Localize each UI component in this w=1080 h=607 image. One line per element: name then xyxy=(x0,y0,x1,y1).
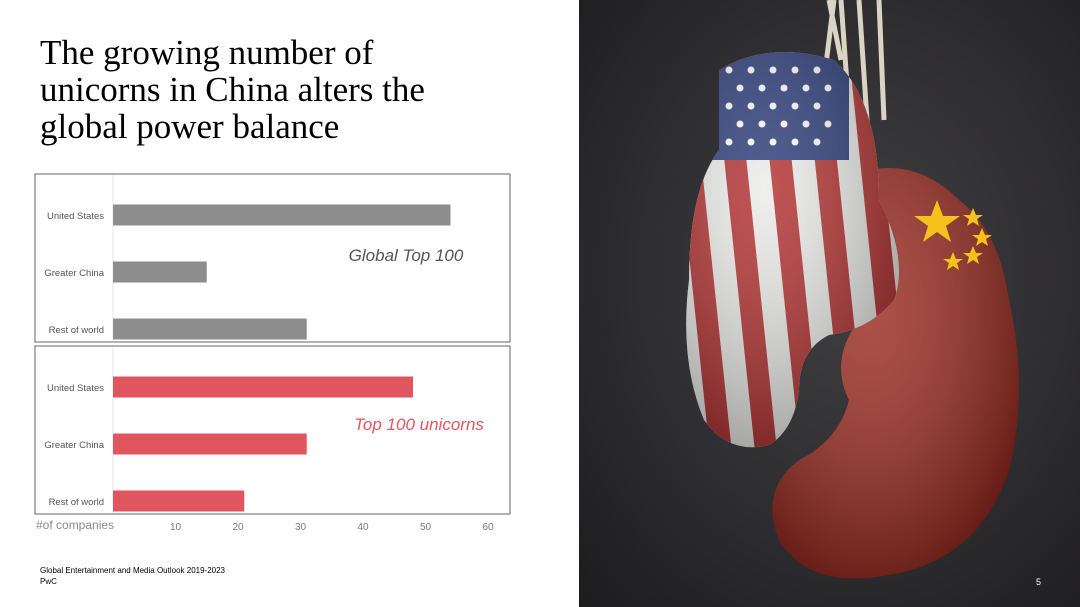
category-tick-label: United States xyxy=(47,211,104,222)
company-name: PwC xyxy=(40,577,57,586)
series-label: Global Top 100 xyxy=(349,246,464,265)
slide-title: The growing number of unicorns in China … xyxy=(40,34,540,145)
x-tick-label: 50 xyxy=(420,522,432,533)
china-small-star-icon xyxy=(963,208,983,226)
footer: Global Entertainment and Media Outlook 2… xyxy=(40,565,225,587)
boxing-gloves-photo: 5 xyxy=(579,0,1080,607)
bar xyxy=(113,376,413,398)
page-number: 5 xyxy=(1035,577,1041,587)
bar xyxy=(113,261,207,283)
chart-panel-frame xyxy=(34,345,511,515)
source-note: Global Entertainment and Media Outlook 2… xyxy=(40,566,226,575)
china-boxing-glove xyxy=(772,168,1019,579)
bar-chart-svg: United States Greater China Rest of world G… xyxy=(34,173,511,533)
bar xyxy=(113,490,245,512)
title-line: unicorns in China alters the xyxy=(40,70,425,109)
china-big-star-icon xyxy=(914,200,960,242)
category-tick-label: Rest of world xyxy=(49,325,104,336)
china-small-star-icon xyxy=(943,252,963,270)
chart-panel-frame xyxy=(34,173,511,343)
x-axis-label: #of companies xyxy=(36,518,114,532)
category-tick-label: Greater China xyxy=(44,268,104,279)
china-small-star-icon xyxy=(963,246,983,264)
title-line: global power balance xyxy=(40,107,340,146)
category-tick-label: Greater China xyxy=(44,440,104,451)
x-tick-label: 20 xyxy=(232,522,244,533)
x-tick-label: 30 xyxy=(295,522,307,533)
bar xyxy=(113,204,451,226)
title-line: The growing number of xyxy=(40,33,374,72)
lace-strings xyxy=(821,0,887,181)
category-tick-label: Rest of world xyxy=(49,497,104,508)
bar xyxy=(113,433,307,455)
boxing-gloves-illustration xyxy=(686,0,1019,579)
x-tick-label: 10 xyxy=(170,522,182,533)
x-tick-label: 40 xyxy=(357,522,369,533)
series-label: Top 100 unicorns xyxy=(354,415,484,434)
x-tick-label: 60 xyxy=(482,522,494,533)
china-small-star-icon xyxy=(972,228,992,246)
bar-chart: United States Greater China Rest of world G… xyxy=(0,160,560,540)
category-tick-label: United States xyxy=(47,383,104,394)
china-glove-shading xyxy=(772,168,1019,579)
bar xyxy=(113,318,307,340)
